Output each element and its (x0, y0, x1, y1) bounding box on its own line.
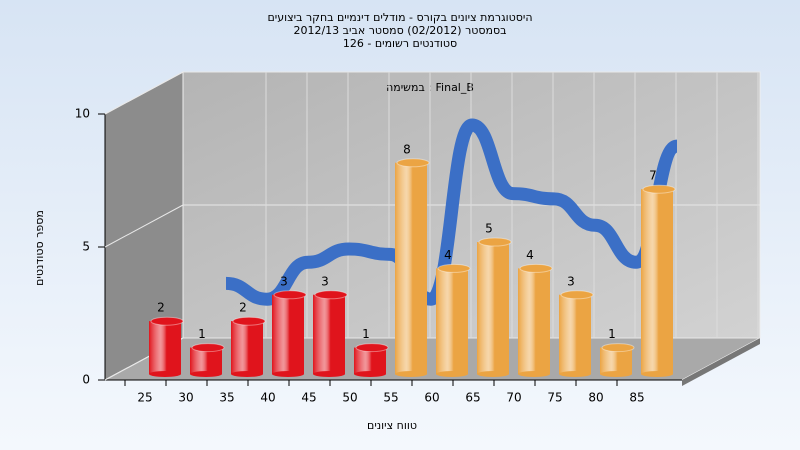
bar (559, 294, 591, 374)
bar (518, 268, 550, 374)
bar-top (273, 290, 307, 300)
bar-bottom (395, 371, 427, 377)
x-tick-label: 50 (342, 391, 357, 405)
bar (272, 294, 304, 374)
x-tick-label: 30 (178, 391, 193, 405)
grid-line (104, 71, 184, 115)
bar (190, 347, 222, 374)
bar-top (150, 316, 184, 326)
value-label: 1 (362, 327, 370, 341)
bar (641, 189, 673, 374)
floor-edge (682, 338, 760, 386)
bar-top (355, 343, 389, 353)
bar (313, 294, 345, 374)
bar-top (437, 263, 471, 273)
bar-bottom (190, 371, 222, 377)
bar-top (232, 316, 266, 326)
x-tick-label: 65 (465, 391, 480, 405)
bar-bottom (641, 371, 673, 377)
chart-title: היסטוגרמת ציונים בקורס - מודלים דינמיים … (267, 11, 532, 24)
bar (354, 347, 386, 374)
x-tick-label: 45 (301, 391, 316, 405)
bar-top (560, 290, 594, 300)
value-label: 1 (198, 327, 206, 341)
bar (231, 321, 263, 374)
value-label: 4 (526, 248, 534, 262)
bar-bottom (600, 371, 632, 377)
y-tick-label: 0 (82, 373, 90, 387)
x-tick-label: 60 (424, 391, 439, 405)
x-tick-label: 35 (219, 391, 234, 405)
x-tick-label: 25 (137, 391, 152, 405)
bar-top (314, 290, 348, 300)
x-tick-label: 70 (506, 391, 521, 405)
bar-bottom (231, 371, 263, 377)
x-tick-label: 40 (260, 391, 275, 405)
value-label: 5 (485, 222, 493, 236)
value-label: 3 (567, 274, 575, 288)
y-tick-label: 10 (75, 107, 90, 121)
value-label: 3 (280, 274, 288, 288)
bar-bottom (313, 371, 345, 377)
value-label: 7 (649, 169, 657, 183)
bar (395, 162, 427, 374)
chart-title: בסמסטר (02/2012) סמסטר אביב 2012/13 (293, 24, 506, 37)
bar (436, 268, 468, 374)
y-axis-label: מספר סטודנטים (33, 210, 46, 286)
value-label: 8 (403, 142, 411, 156)
bar-top (642, 184, 676, 194)
y-tick-label: 5 (82, 240, 90, 254)
x-tick-label: 75 (547, 391, 562, 405)
chart-title: סטודנטים רשומים - 126 (343, 37, 457, 50)
bar (600, 347, 632, 374)
bar-bottom (477, 371, 509, 377)
bar-bottom (272, 371, 304, 377)
bar-top (601, 343, 635, 353)
bar-bottom (436, 371, 468, 377)
bar (477, 242, 509, 374)
value-label: 2 (239, 301, 247, 315)
bar-bottom (559, 371, 591, 377)
bar-top (519, 263, 553, 273)
bar-bottom (354, 371, 386, 377)
bar-bottom (518, 371, 550, 377)
value-label: 3 (321, 274, 329, 288)
x-tick-label: 55 (383, 391, 398, 405)
value-label: 1 (608, 327, 616, 341)
bar-top (191, 343, 225, 353)
curve (225, 118, 680, 306)
x-tick-label: 80 (588, 391, 603, 405)
value-label: 2 (157, 301, 165, 315)
bar-top (396, 158, 430, 168)
x-axis-label: טווח ציונים (367, 419, 417, 432)
bar-top (478, 237, 512, 247)
x-tick-label: 85 (629, 391, 644, 405)
bar (149, 321, 181, 374)
value-label: 4 (444, 248, 452, 262)
bar-bottom (149, 371, 181, 377)
grid-line (104, 204, 184, 248)
